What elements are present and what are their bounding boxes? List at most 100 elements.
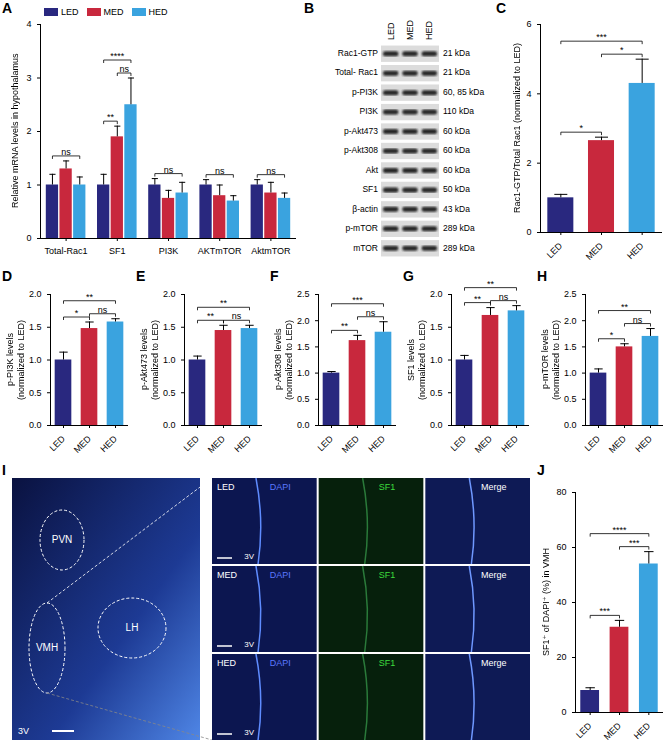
svg-text:*: * xyxy=(620,45,624,55)
svg-text:1.5: 1.5 xyxy=(430,322,443,332)
svg-text:0.0: 0.0 xyxy=(430,420,443,430)
svg-text:0.0: 0.0 xyxy=(29,420,42,430)
svg-text:***: *** xyxy=(596,32,607,42)
svg-text:HED: HED xyxy=(98,433,119,454)
svg-text:LED: LED xyxy=(582,433,602,453)
svg-text:MED: MED xyxy=(405,20,415,41)
svg-text:****: **** xyxy=(110,51,125,61)
svg-text:3V: 3V xyxy=(244,640,254,649)
svg-text:Rac1-GTP: Rac1-GTP xyxy=(338,48,378,58)
svg-text:MED: MED xyxy=(217,570,238,580)
svg-text:HED: HED xyxy=(217,658,237,668)
svg-text:289 kDa: 289 kDa xyxy=(443,223,475,233)
svg-text:**: ** xyxy=(107,112,115,122)
svg-text:HED: HED xyxy=(499,433,520,454)
svg-text:LED: LED xyxy=(217,482,235,492)
svg-text:ns: ns xyxy=(232,311,242,321)
svg-text:60 kDa: 60 kDa xyxy=(443,165,470,175)
svg-text:DAPI: DAPI xyxy=(270,482,291,492)
svg-text:0: 0 xyxy=(561,707,566,717)
svg-text:50 kDa: 50 kDa xyxy=(443,184,470,194)
svg-text:110 kDa: 110 kDa xyxy=(443,106,474,116)
svg-text:ns: ns xyxy=(215,166,225,176)
svg-text:3V: 3V xyxy=(244,552,254,561)
svg-text:0.0: 0.0 xyxy=(163,420,176,430)
svg-text:1.0: 1.0 xyxy=(297,368,310,378)
svg-text:80: 80 xyxy=(556,487,566,497)
svg-text:1.5: 1.5 xyxy=(564,342,577,352)
svg-text:ns: ns xyxy=(119,64,129,74)
svg-text:21 kDa: 21 kDa xyxy=(443,48,470,58)
svg-text:60 kDa: 60 kDa xyxy=(443,126,470,136)
svg-text:***: *** xyxy=(600,606,611,616)
svg-text:2: 2 xyxy=(526,158,531,168)
svg-text:2.0: 2.0 xyxy=(163,289,176,299)
svg-text:ns: ns xyxy=(61,147,71,157)
svg-text:21 kDa: 21 kDa xyxy=(443,67,470,77)
svg-text:***: *** xyxy=(352,295,363,305)
svg-text:**: ** xyxy=(220,298,228,308)
svg-text:0.5: 0.5 xyxy=(297,394,310,404)
svg-text:PVN: PVN xyxy=(52,534,73,545)
svg-text:60 kDa: 60 kDa xyxy=(443,145,470,155)
svg-text:3V: 3V xyxy=(18,726,29,736)
svg-text:4: 4 xyxy=(26,19,31,29)
svg-text:p-Akt308: p-Akt308 xyxy=(344,145,378,155)
svg-text:**: ** xyxy=(86,292,94,302)
svg-text:p-PI3K: p-PI3K xyxy=(352,87,378,97)
svg-text:1.0: 1.0 xyxy=(564,368,577,378)
svg-text:p-mTOR: p-mTOR xyxy=(346,223,378,233)
svg-text:LED: LED xyxy=(386,22,396,40)
svg-text:VMH: VMH xyxy=(36,642,58,653)
svg-text:1.5: 1.5 xyxy=(297,342,310,352)
svg-text:MED: MED xyxy=(607,433,629,455)
svg-text:0.5: 0.5 xyxy=(29,388,42,398)
svg-text:3: 3 xyxy=(26,73,31,83)
svg-text:1.0: 1.0 xyxy=(430,355,443,365)
svg-text:1.5: 1.5 xyxy=(29,322,42,332)
svg-text:**: ** xyxy=(207,311,215,321)
svg-text:2: 2 xyxy=(26,126,31,136)
svg-text:p-Akt473: p-Akt473 xyxy=(344,126,378,136)
svg-text:MED: MED xyxy=(206,433,228,455)
svg-text:***: *** xyxy=(629,538,640,548)
svg-text:**: ** xyxy=(487,279,495,289)
svg-text:43 kDa: 43 kDa xyxy=(443,204,470,214)
svg-text:40: 40 xyxy=(556,597,566,607)
svg-text:*: * xyxy=(610,330,614,340)
svg-text:β-actin: β-actin xyxy=(352,204,378,214)
svg-text:ns: ns xyxy=(633,315,643,325)
svg-text:SF1: SF1 xyxy=(379,570,396,580)
svg-text:ns: ns xyxy=(499,292,509,302)
svg-text:HED: HED xyxy=(366,433,387,454)
svg-text:1: 1 xyxy=(26,180,31,190)
svg-text:0.0: 0.0 xyxy=(564,420,577,430)
svg-text:MED: MED xyxy=(473,433,495,455)
svg-text:Akt: Akt xyxy=(366,165,379,175)
svg-text:SF1: SF1 xyxy=(379,658,396,668)
svg-text:HED: HED xyxy=(232,433,253,454)
svg-text:ns: ns xyxy=(266,166,276,176)
svg-text:1.0: 1.0 xyxy=(163,355,176,365)
svg-text:60, 85 kDa: 60, 85 kDa xyxy=(443,87,484,97)
svg-text:2.0: 2.0 xyxy=(430,289,443,299)
svg-text:mTOR: mTOR xyxy=(353,243,378,253)
svg-text:LH: LH xyxy=(126,622,139,633)
svg-text:PI3K: PI3K xyxy=(360,106,379,116)
svg-text:**: ** xyxy=(621,302,629,312)
svg-text:ns: ns xyxy=(164,165,174,175)
svg-text:DAPI: DAPI xyxy=(270,658,291,668)
svg-text:4: 4 xyxy=(526,89,531,99)
svg-text:60: 60 xyxy=(556,542,566,552)
svg-text:LED: LED xyxy=(315,433,335,453)
svg-text:2.0: 2.0 xyxy=(297,316,310,326)
svg-text:**: ** xyxy=(474,294,482,304)
svg-text:SF1: SF1 xyxy=(109,246,126,256)
svg-text:HED: HED xyxy=(632,720,653,741)
svg-text:0.5: 0.5 xyxy=(430,388,443,398)
svg-text:LED: LED xyxy=(574,720,594,740)
svg-text:AktmTOR: AktmTOR xyxy=(251,246,291,256)
svg-text:ns: ns xyxy=(366,308,376,318)
svg-text:HED: HED xyxy=(625,240,646,261)
svg-text:Merge: Merge xyxy=(481,570,507,580)
